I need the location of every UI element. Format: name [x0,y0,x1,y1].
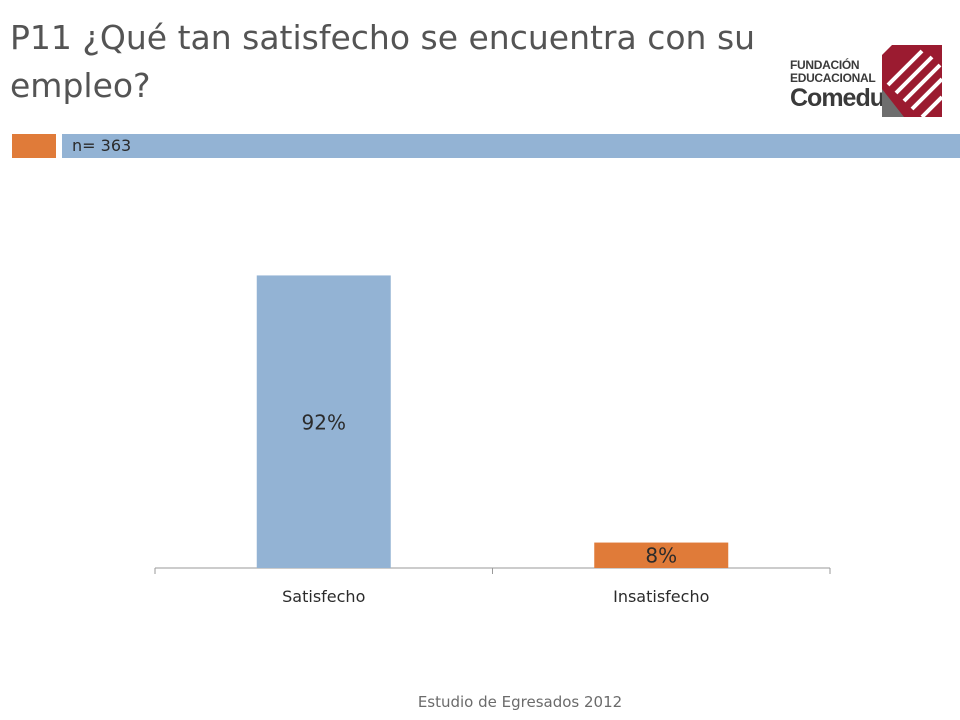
logo-line-1: FUNDACIÓN [790,58,860,72]
bar-insatisfecho [594,542,729,568]
bar-chart: 92% Satisfecho 8% Insatisfecho [154,275,831,606]
category-label: Satisfecho [282,587,365,606]
logo-mark-icon [882,45,942,117]
band-main-block [62,134,960,158]
data-label: 92% [302,411,346,435]
logo-line-3: Comeduc [790,84,898,112]
bar-satisfecho [256,275,391,568]
logo-line-2: EDUCACIONAL [790,71,876,85]
data-label: 8% [645,543,677,567]
band-accent-block [12,134,56,158]
logo-text: FUNDACIÓN EDUCACIONAL Comeduc [790,58,898,112]
comeduc-logo: FUNDACIÓN EDUCACIONAL Comeduc [790,45,945,123]
sample-size-label: n= 363 [72,136,132,155]
footer-text: Estudio de Egresados 2012 [417,693,623,711]
category-label: Insatisfecho [613,587,709,606]
slide-title: P11 ¿Qué tan satisfecho se encuentra con… [10,18,756,105]
header-band: n= 363 [0,134,960,158]
